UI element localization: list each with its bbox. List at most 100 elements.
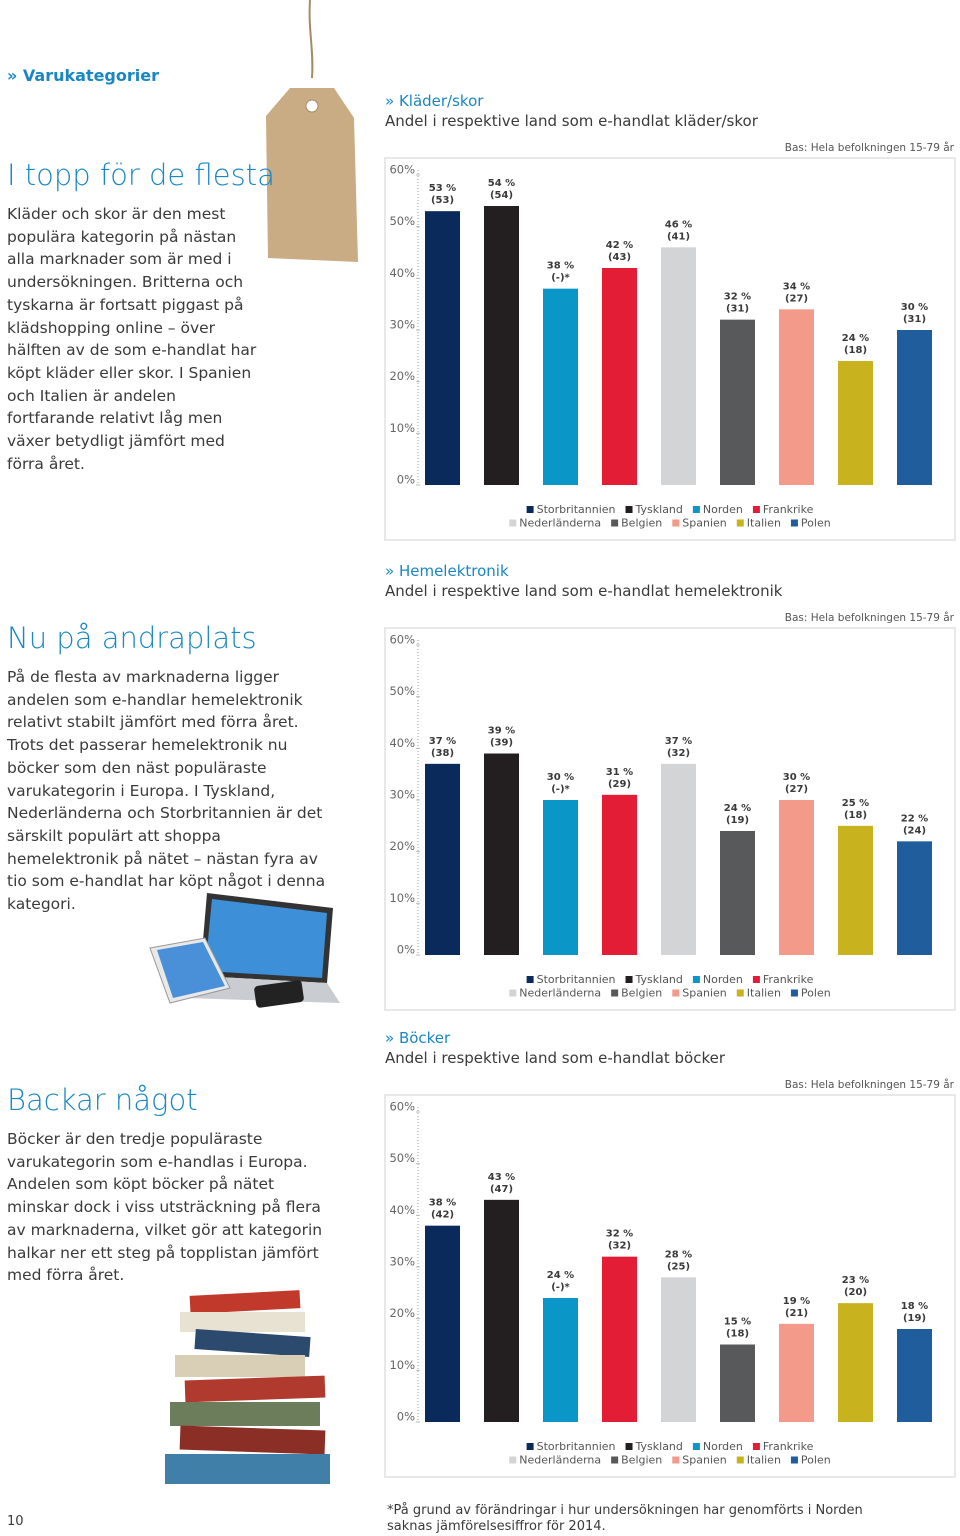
chart-kicker: » Hemelektronik (385, 562, 509, 580)
chart-note: Bas: Hela befolkningen 15-79 år (785, 611, 955, 624)
y-tick-label: 40% (389, 736, 415, 750)
y-tick-label: 20% (389, 839, 415, 853)
value-label: 34 % (783, 281, 810, 292)
chart-kicker: » Kläder/skor (385, 92, 484, 110)
bar (661, 763, 696, 955)
legend-swatch (526, 976, 534, 983)
previous-value-label: (31) (903, 314, 926, 325)
value-label: 24 % (724, 803, 751, 814)
legend-label: Norden (703, 503, 743, 516)
bar (720, 319, 755, 485)
section-body: Böcker är den tredje populäraste varukat… (7, 1130, 323, 1285)
value-label: 15 % (724, 1317, 751, 1328)
previous-value-label: (18) (726, 1329, 749, 1340)
previous-value-label: (32) (608, 1241, 631, 1252)
chart-frame (384, 1094, 956, 1478)
value-label: 32 % (724, 292, 751, 303)
value-label: 30 % (547, 772, 574, 783)
y-tick-label: 10% (389, 891, 415, 905)
value-label: 24 % (842, 333, 869, 344)
bar (838, 1303, 873, 1422)
legend-swatch (672, 519, 680, 527)
bar (484, 1199, 519, 1422)
legend-swatch (672, 1456, 680, 1464)
legend-swatch (692, 976, 700, 983)
legend-swatch (509, 519, 517, 527)
value-label: 53 % (429, 183, 456, 194)
y-tick-label: 50% (389, 684, 415, 698)
books-illustration (165, 1290, 330, 1484)
section-label: » Varukategorier (7, 66, 159, 85)
legend-swatch (625, 506, 633, 513)
legend-label: Nederländerna (519, 517, 601, 530)
previous-value-label: (24) (903, 825, 926, 836)
previous-value-label: (27) (785, 293, 808, 304)
bar (779, 1323, 814, 1422)
previous-value-label: (43) (608, 252, 631, 263)
value-label: 32 % (606, 1229, 633, 1240)
y-tick-label: 60% (389, 633, 415, 647)
bar (661, 247, 696, 485)
section-title: I topp för de flesta (7, 158, 275, 192)
previous-value-label: (42) (431, 1210, 454, 1221)
legend-label: Italien (747, 517, 781, 530)
legend-swatch (752, 1443, 760, 1450)
legend-label: Spanien (682, 1454, 727, 1467)
legend-label: Belgien (621, 517, 662, 530)
value-label: 38 % (429, 1198, 456, 1209)
previous-value-label: (31) (726, 304, 749, 315)
bar (720, 1344, 755, 1422)
previous-value-label: (29) (608, 779, 631, 790)
previous-value-label: (47) (490, 1184, 513, 1195)
footnote: *På grund av förändringar i hur undersök… (387, 1503, 863, 1534)
y-tick-label: 30% (389, 1255, 415, 1269)
value-label: 25 % (842, 798, 869, 809)
legend-label: Polen (801, 987, 831, 1000)
bar (897, 330, 932, 485)
y-tick-label: 0% (397, 473, 415, 487)
legend-label: Storbritannien (537, 1440, 616, 1453)
legend-swatch (736, 519, 744, 527)
legend-swatch (526, 506, 534, 513)
legend-label: Tyskland (635, 503, 683, 516)
legend-label: Tyskland (635, 1440, 683, 1453)
legend-swatch (752, 976, 760, 983)
bar-chart: » Böcker Andel i respektive land som e-ha… (384, 1029, 956, 1478)
previous-value-label: (32) (667, 748, 690, 759)
legend-swatch (625, 976, 633, 983)
previous-value-label: (21) (785, 1308, 808, 1319)
legend-swatch (790, 989, 798, 997)
legend-swatch (611, 989, 619, 997)
legend-label: Polen (801, 517, 831, 530)
bar (720, 831, 755, 955)
section-title: Backar något (7, 1083, 198, 1117)
bar (897, 1329, 932, 1422)
previous-value-label: (18) (844, 810, 867, 821)
legend-label: Norden (703, 973, 743, 986)
bar (602, 268, 637, 485)
chart-kicker: » Böcker (385, 1029, 451, 1047)
legend-label: Frankrike (763, 1440, 814, 1453)
tag-illustration (266, 0, 358, 262)
value-label: 19 % (783, 1296, 810, 1307)
y-tick-label: 50% (389, 1151, 415, 1165)
chart-title: Andel i respektive land som e-handlat he… (385, 582, 783, 600)
legend-swatch (736, 989, 744, 997)
value-label: 23 % (842, 1275, 869, 1286)
bar (425, 1225, 460, 1422)
section-body: På de flesta av marknaderna ligger andel… (7, 668, 326, 914)
legend-label: Belgien (621, 1454, 662, 1467)
bar (661, 1277, 696, 1422)
previous-value-label: (25) (667, 1261, 690, 1272)
legend-label: Spanien (682, 987, 727, 1000)
value-label: 22 % (901, 813, 928, 824)
bar (425, 763, 460, 955)
bar (602, 794, 637, 955)
legend-label: Polen (801, 1454, 831, 1467)
y-tick-label: 30% (389, 318, 415, 332)
value-label: 18 % (901, 1301, 928, 1312)
bar (838, 361, 873, 485)
legend-label: Belgien (621, 987, 662, 1000)
legend-swatch (611, 1456, 619, 1464)
